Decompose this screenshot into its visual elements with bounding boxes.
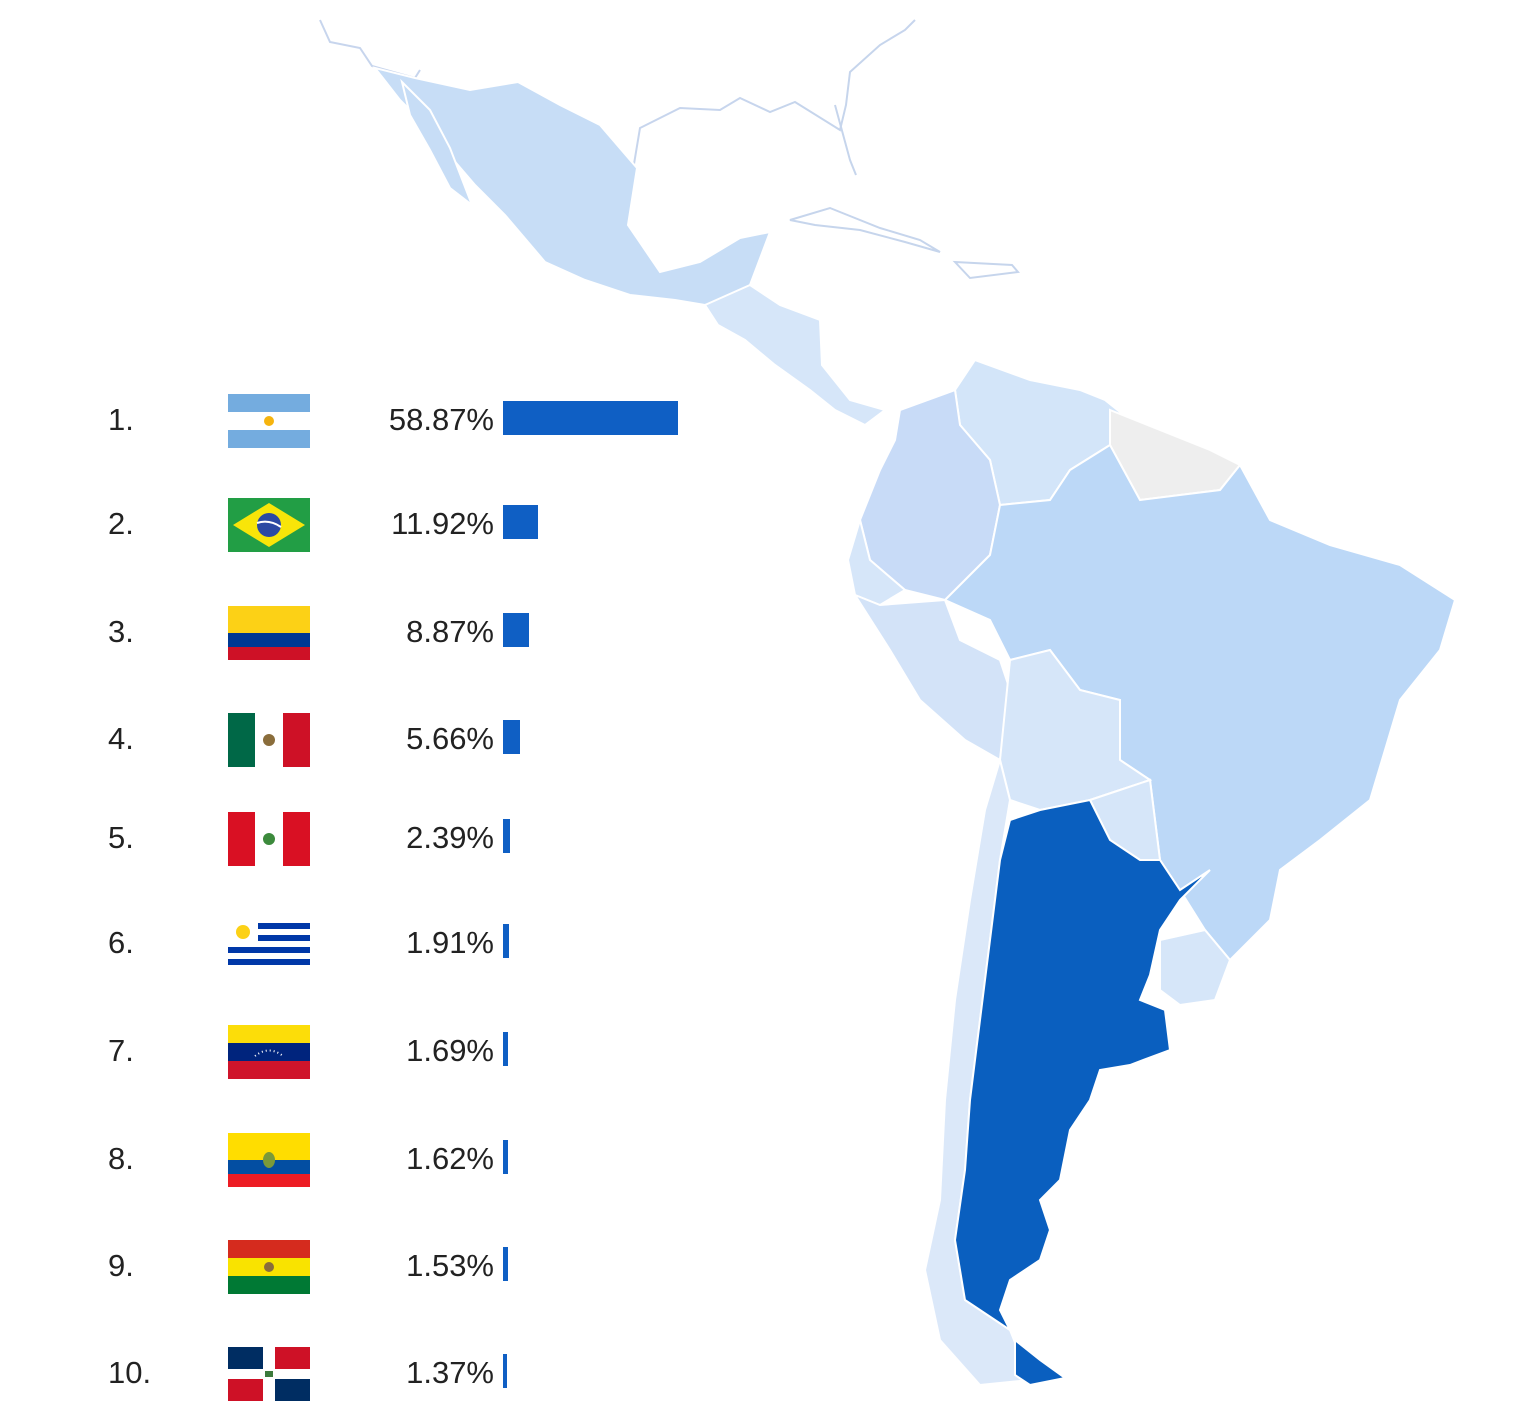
argentina-flag xyxy=(228,394,310,448)
mexico-flag xyxy=(228,713,310,767)
percent-bar xyxy=(503,1140,508,1174)
percent-label: 1.69% xyxy=(406,1033,494,1068)
percent-label: 5.66% xyxy=(406,721,494,756)
ranking-row: 1. 58.87% xyxy=(0,394,720,452)
percent-label: 1.37% xyxy=(406,1355,494,1390)
hispaniola-outline xyxy=(952,260,1020,280)
percent-bar xyxy=(503,720,520,754)
percent-bar xyxy=(503,1032,508,1066)
country-argentina xyxy=(953,798,1211,1333)
ecuador-flag xyxy=(228,1133,310,1187)
country-peru xyxy=(852,592,1012,762)
percent-bar xyxy=(503,924,509,958)
rank-number: 6. xyxy=(108,925,134,960)
percent-bar xyxy=(503,819,510,853)
brazil-flag xyxy=(228,498,310,552)
percent-bar xyxy=(503,401,678,435)
venezuela-flag xyxy=(228,1025,310,1079)
usa-coastline xyxy=(319,19,421,80)
rank-number: 4. xyxy=(108,721,134,756)
usa-gulf-coastline xyxy=(632,19,916,171)
percent-label: 1.62% xyxy=(406,1141,494,1176)
ranking-row: 9. 1.53% xyxy=(0,1240,720,1298)
rank-number: 8. xyxy=(108,1141,134,1176)
tierra-del-fuego xyxy=(1014,1337,1068,1387)
rank-number: 3. xyxy=(108,614,134,649)
percent-label: 1.53% xyxy=(406,1248,494,1283)
cuba-outline xyxy=(789,206,941,253)
rank-number: 10. xyxy=(108,1355,152,1390)
percent-bar xyxy=(503,505,538,539)
ranking-row: 3. 8.87% xyxy=(0,606,720,664)
peru-flag xyxy=(228,812,310,866)
uruguay-flag xyxy=(228,917,310,971)
colombia-flag xyxy=(228,606,310,660)
ranking-row: 4. 5.66% xyxy=(0,713,720,771)
country-central-america xyxy=(703,283,888,427)
rank-number: 5. xyxy=(108,820,134,855)
percent-bar xyxy=(503,613,529,647)
rank-number: 9. xyxy=(108,1248,134,1283)
rank-number: 1. xyxy=(108,402,134,437)
rank-number: 2. xyxy=(108,506,134,541)
percent-label: 8.87% xyxy=(406,614,494,649)
dominican-republic-flag xyxy=(228,1347,310,1401)
percent-bar xyxy=(503,1247,508,1281)
florida-coastline xyxy=(834,104,857,176)
ranking-row: 8. 1.62% xyxy=(0,1133,720,1191)
rank-number: 7. xyxy=(108,1033,134,1068)
ranking-row: 6. 1.91% xyxy=(0,917,720,975)
ranking-row: 7. 1.69% xyxy=(0,1025,720,1083)
ranking-row: 10. 1.37% xyxy=(0,1347,720,1405)
country-uruguay xyxy=(1159,928,1232,1007)
ranking-row: 2. 11.92% xyxy=(0,498,720,556)
percent-bar xyxy=(503,1354,507,1388)
percent-label: 1.91% xyxy=(406,925,494,960)
percent-label: 11.92% xyxy=(391,506,494,541)
baja-california xyxy=(400,78,475,208)
ranking-row: 5. 2.39% xyxy=(0,812,720,870)
country-mexico xyxy=(372,66,772,307)
bolivia-flag xyxy=(228,1240,310,1294)
percent-label: 58.87% xyxy=(388,402,494,437)
percent-label: 2.39% xyxy=(406,820,494,855)
